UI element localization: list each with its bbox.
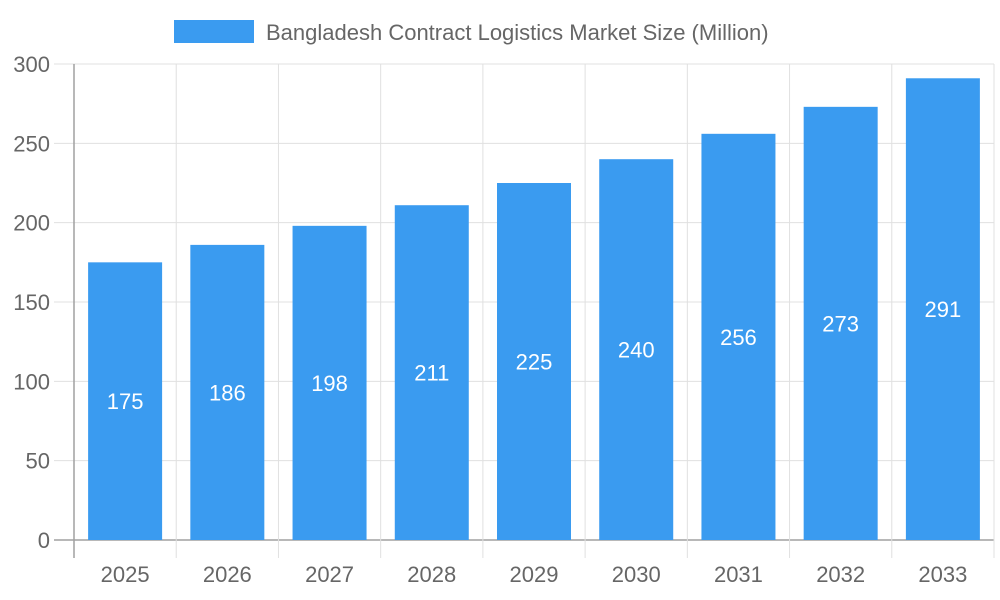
bar [905, 78, 980, 540]
x-tick-label: 2033 [918, 562, 967, 587]
y-tick-label: 300 [13, 52, 50, 77]
bar [394, 205, 469, 541]
data-label: 225 [516, 350, 553, 375]
x-tick-label: 2031 [714, 562, 763, 587]
y-tick-label: 150 [13, 290, 50, 315]
data-label: 198 [311, 371, 348, 396]
bar [292, 225, 367, 540]
data-label: 256 [720, 325, 757, 350]
y-tick-label: 0 [38, 528, 50, 553]
data-label: 186 [209, 380, 246, 405]
data-label: 175 [107, 389, 144, 414]
legend-swatch [174, 20, 254, 43]
data-label: 211 [414, 361, 449, 386]
x-tick-label: 2029 [510, 562, 559, 587]
x-tick-label: 2026 [203, 562, 252, 587]
bar [497, 183, 571, 540]
y-tick-label: 50 [26, 449, 50, 474]
bar [599, 159, 674, 540]
x-tick-label: 2027 [305, 562, 354, 587]
x-tick-label: 2030 [612, 562, 661, 587]
bar [803, 106, 878, 540]
y-tick-label: 250 [13, 131, 50, 156]
bar [88, 262, 163, 540]
bar [190, 244, 265, 540]
bar [701, 133, 776, 540]
y-tick-label: 100 [13, 369, 50, 394]
x-tick-label: 2032 [816, 562, 865, 587]
data-label: 291 [925, 297, 962, 322]
data-label: 273 [822, 311, 859, 336]
x-tick-label: 2028 [407, 562, 456, 587]
data-label: 240 [618, 338, 655, 363]
legend: Bangladesh Contract Logistics Market Siz… [174, 20, 769, 45]
x-tick-label: 2025 [101, 562, 150, 587]
y-tick-label: 200 [13, 211, 50, 236]
legend-label: Bangladesh Contract Logistics Market Siz… [266, 20, 769, 45]
